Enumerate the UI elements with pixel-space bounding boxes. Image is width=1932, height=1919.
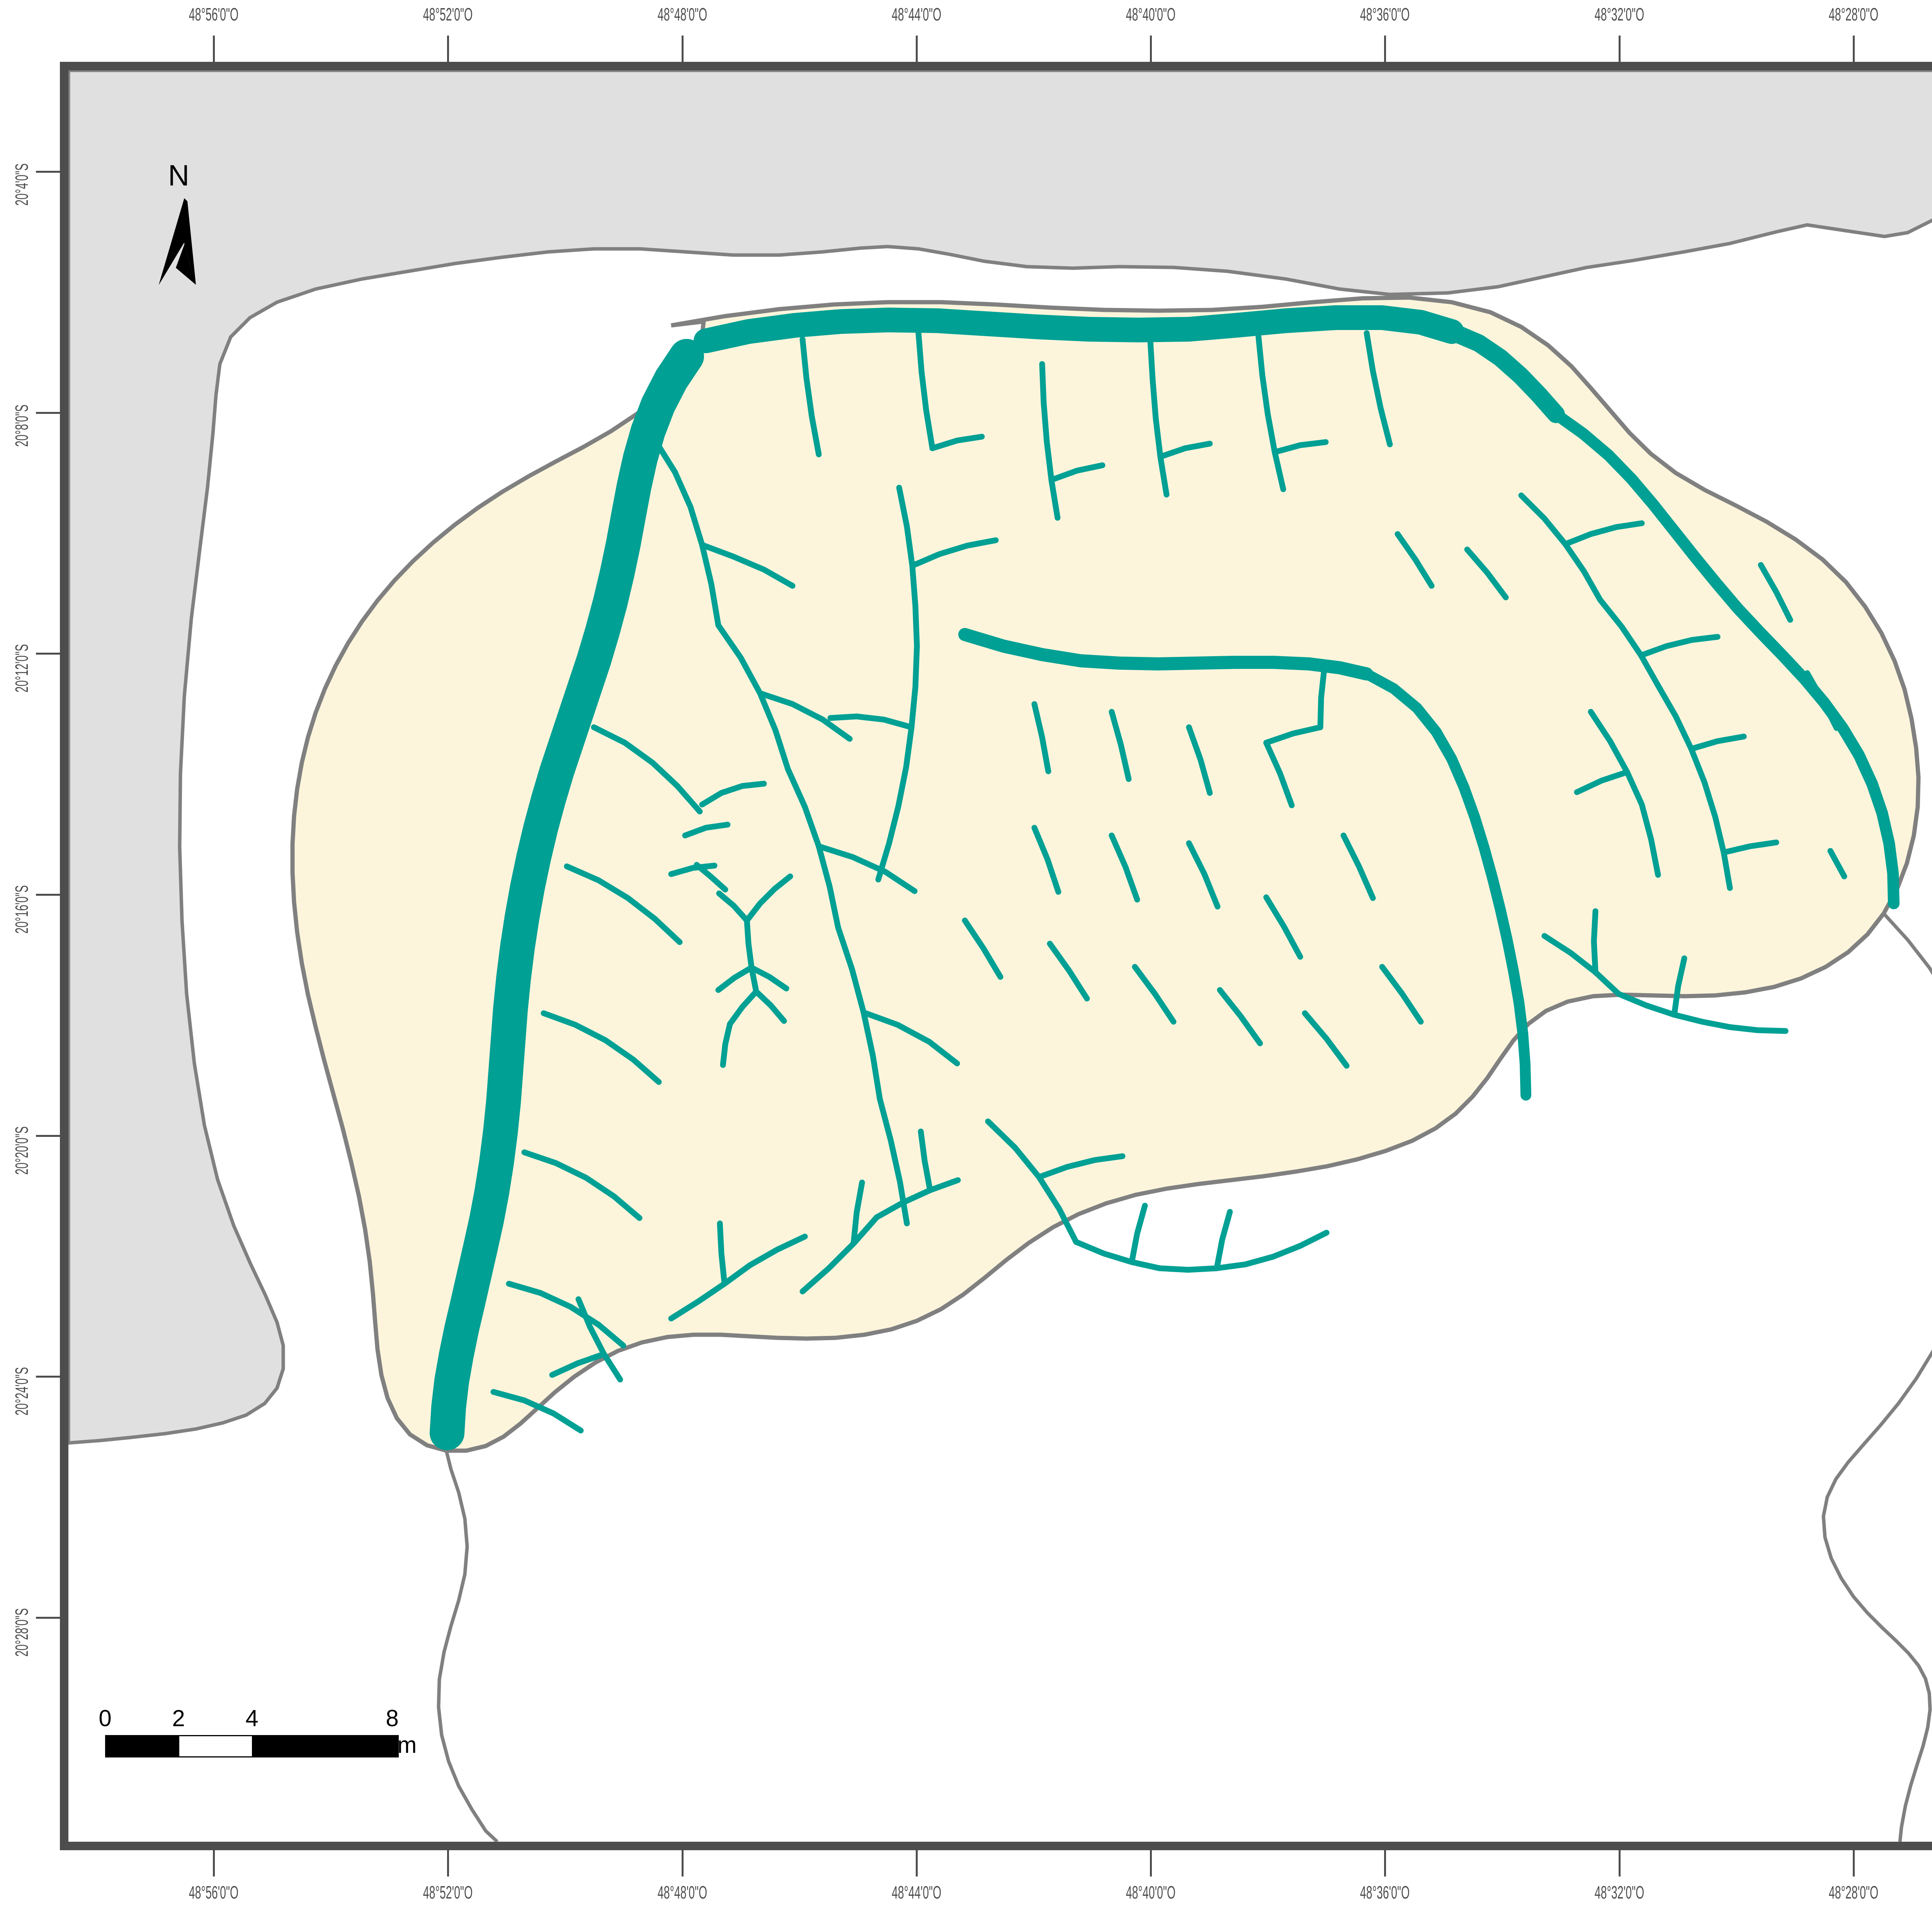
scale-bar-graphic <box>105 1735 399 1757</box>
lat-tick-left <box>36 653 60 655</box>
lon-tick-top <box>447 36 449 62</box>
lon-label-bottom: 48°56'0"O <box>189 1882 239 1902</box>
lon-label-bottom: 48°48'0"O <box>657 1882 707 1902</box>
lon-tick-top <box>1384 36 1386 62</box>
lon-label-top: 48°32'0"O <box>1594 4 1645 24</box>
lat-label-left: 20°4'0"S <box>12 163 32 206</box>
lon-tick-top <box>1853 36 1855 62</box>
lon-tick-top <box>1618 36 1621 62</box>
lon-tick-top <box>1150 36 1152 62</box>
scale-bar-segment-white <box>179 1736 252 1756</box>
scale-tick-2: 2 <box>172 1705 185 1731</box>
lon-tick-bottom <box>681 1850 684 1876</box>
lon-label-top: 48°52'0"O <box>423 4 473 24</box>
scale-tick-0: 0 <box>99 1705 112 1731</box>
lon-label-bottom: 48°28'0"O <box>1828 1882 1879 1902</box>
app-layer <box>430 305 1900 1450</box>
lat-label-left: 20°24'0"S <box>12 1367 32 1416</box>
map-canvas <box>68 70 1932 1842</box>
lat-tick-left <box>36 1616 60 1619</box>
lon-tick-top <box>213 36 215 62</box>
state-boundary-south <box>437 1450 499 1842</box>
lon-label-bottom: 48°52'0"O <box>423 1882 473 1902</box>
lon-tick-bottom <box>1853 1850 1855 1876</box>
lon-tick-bottom <box>213 1850 215 1876</box>
lon-tick-bottom <box>1384 1850 1386 1876</box>
lon-tick-bottom <box>1150 1850 1152 1876</box>
lon-label-top: 48°48'0"O <box>657 4 707 24</box>
north-arrow-label: N <box>168 159 189 192</box>
lat-tick-left <box>36 1135 60 1137</box>
lat-label-left: 20°28'0"S <box>12 1608 32 1657</box>
scale-bar-labels: 0 2 4 8 km <box>99 1705 417 1758</box>
lat-tick-left <box>36 412 60 414</box>
north-arrow-glyph <box>159 198 196 285</box>
lat-tick-left <box>36 1376 60 1378</box>
scale-tick-4: 4 <box>245 1705 259 1731</box>
lon-label-bottom: 48°36'0"O <box>1360 1882 1410 1902</box>
lon-tick-bottom <box>915 1850 918 1876</box>
drainage-layer <box>490 330 1847 1434</box>
lat-tick-left <box>36 170 60 173</box>
lon-tick-bottom <box>447 1850 449 1876</box>
lon-label-top: 48°44'0"O <box>891 4 942 24</box>
lon-label-top: 48°36'0"O <box>1360 4 1410 24</box>
lon-tick-bottom <box>1618 1850 1621 1876</box>
lon-label-bottom: 48°44'0"O <box>891 1882 942 1902</box>
state-boundary-east <box>1821 912 1932 1842</box>
lat-label-left: 20°20'0"S <box>12 1126 32 1175</box>
north-arrow: N <box>157 161 211 289</box>
lon-tick-top <box>681 36 684 62</box>
lat-tick-left <box>36 893 60 896</box>
lon-label-top: 48°56'0"O <box>189 4 239 24</box>
lon-label-bottom: 48°32'0"O <box>1594 1882 1645 1902</box>
scale-bar: 0 2 4 8 km <box>99 1705 417 1782</box>
lon-label-top: 48°40'0"O <box>1126 4 1176 24</box>
municipality-area <box>290 295 1921 1453</box>
lon-label-top: 48°28'0"O <box>1828 4 1879 24</box>
lon-tick-top <box>915 36 918 62</box>
main-map-frame[interactable]: N 0 2 4 8 km <box>60 62 1932 1850</box>
state-area <box>68 70 1932 1445</box>
lat-label-left: 20°16'0"S <box>12 885 32 934</box>
lat-label-left: 20°8'0"S <box>12 404 32 447</box>
lon-label-bottom: 48°40'0"O <box>1126 1882 1176 1902</box>
lat-label-left: 20°12'0"S <box>12 644 32 693</box>
